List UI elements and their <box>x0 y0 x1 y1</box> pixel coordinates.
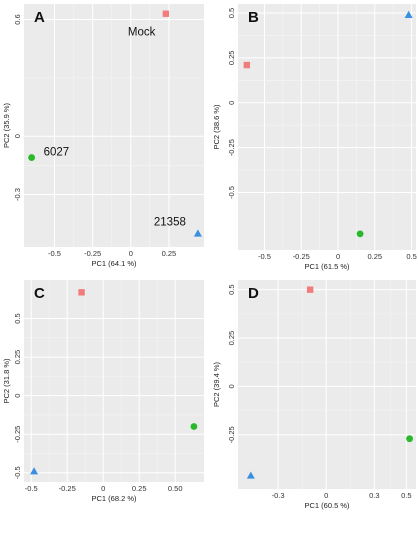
x-tick-label: 0.50 <box>168 484 183 493</box>
panel-label: A <box>34 9 45 26</box>
x-axis-label: PC1 (61.5 %) <box>304 262 350 271</box>
x-tick-label: 0.3 <box>369 491 379 500</box>
x-tick-label: -0.25 <box>84 249 101 258</box>
y-tick-label: 0.5 <box>13 313 22 323</box>
x-tick-label: 0 <box>336 252 340 261</box>
x-tick-label: -0.3 <box>272 491 285 500</box>
panel-d: -0.3 0 0.3 0.5 0.5 0.25 0 -0.25 PC1 (60.5 %) PC2 … <box>212 280 416 510</box>
x-tick-label: -0.25 <box>293 252 310 261</box>
data-point-circle <box>406 435 413 443</box>
y-tick-label: 0.6 <box>13 14 22 24</box>
x-tick-label: -0.5 <box>25 484 38 493</box>
data-point-triangle <box>404 10 413 18</box>
x-tick-label: 0.25 <box>368 252 383 261</box>
point-label: Mock <box>128 27 156 39</box>
x-tick-label: 0 <box>129 249 133 258</box>
panel-label: D <box>248 285 259 302</box>
y-tick-label: -0.25 <box>227 139 236 156</box>
y-tick-label: -0.5 <box>227 186 236 199</box>
y-tick-label: -0.25 <box>227 426 236 443</box>
panel-b: -0.5 -0.25 0 0.25 0.5 0.5 0.25 0 -0.25 -0.5 PC1 (6… <box>212 4 417 271</box>
panel-label: C <box>34 285 45 302</box>
y-tick-label: 0.5 <box>227 284 236 294</box>
x-tick-label: -0.5 <box>258 252 271 261</box>
data-point-square <box>162 10 170 17</box>
data-point-triangle <box>30 467 39 475</box>
y-tick-label: 0.5 <box>227 8 236 18</box>
plot-background <box>238 4 416 250</box>
plot-background <box>24 4 204 247</box>
panel-label: B <box>248 9 259 26</box>
data-point-triangle <box>193 229 202 237</box>
x-tick-label: -0.5 <box>48 249 61 258</box>
x-tick-label: 0.25 <box>132 484 147 493</box>
data-point-circle <box>190 423 198 430</box>
y-tick-label: 0.25 <box>13 350 22 365</box>
y-axis-label: PC2 (31.8 %) <box>2 358 11 404</box>
panel-a: -0.5 -0.25 0 0.25 0.6 0 -0.3 PC1 (64.1 %) PC2 (3… <box>2 4 204 268</box>
data-point-square <box>243 61 251 69</box>
plot-background <box>238 280 416 489</box>
x-axis-label: PC1 (64.1 %) <box>91 259 137 268</box>
y-tick-label: -0.25 <box>13 426 22 443</box>
x-tick-label: 0 <box>101 484 105 493</box>
data-point-circle <box>28 154 36 161</box>
y-axis-label: PC2 (35.9 %) <box>2 102 11 148</box>
y-tick-label: 0 <box>13 134 22 138</box>
y-tick-label: 0 <box>13 394 22 398</box>
point-label: 6027 <box>44 147 70 159</box>
x-tick-label: 0 <box>324 491 328 500</box>
panel-c: -0.5 -0.25 0 0.25 0.50 0.5 0.25 0 -0.25 -0.5 PC1 (… <box>2 280 204 503</box>
y-tick-label: 0.25 <box>227 331 236 346</box>
x-tick-label: 0.25 <box>162 249 177 258</box>
y-tick-label: -0.3 <box>13 188 22 201</box>
x-axis-label: PC1 (60.5 %) <box>304 501 350 510</box>
data-point-circle <box>356 230 364 238</box>
x-axis-label: PC1 (68.2 %) <box>91 494 137 503</box>
x-tick-label: -0.25 <box>59 484 76 493</box>
y-axis-label: PC2 (39.4 %) <box>212 361 221 407</box>
y-tick-label: 0 <box>227 384 236 388</box>
y-axis-label: PC2 (38.6 %) <box>212 104 221 150</box>
data-point-triangle <box>246 471 255 479</box>
y-tick-label: -0.5 <box>13 466 22 479</box>
point-label: 21358 <box>154 216 186 228</box>
data-point-square <box>78 289 85 296</box>
y-tick-label: 0.25 <box>227 51 236 66</box>
x-tick-label: 0.5 <box>406 252 416 261</box>
y-tick-label: 0 <box>227 101 236 105</box>
x-tick-label: 0.5 <box>401 491 411 500</box>
data-point-square <box>306 286 314 293</box>
plot-background <box>24 280 204 482</box>
